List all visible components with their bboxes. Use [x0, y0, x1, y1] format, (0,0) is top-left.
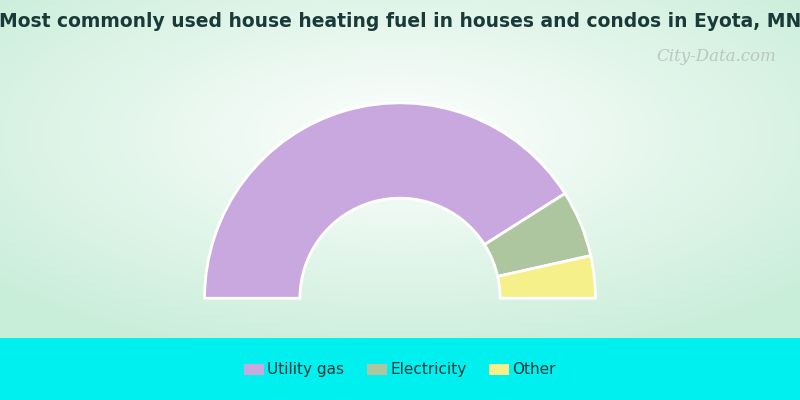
Wedge shape [485, 194, 590, 276]
Text: Most commonly used house heating fuel in houses and condos in Eyota, MN: Most commonly used house heating fuel in… [0, 12, 800, 31]
Wedge shape [498, 256, 595, 298]
Wedge shape [205, 103, 565, 298]
Legend: Utility gas, Electricity, Other: Utility gas, Electricity, Other [238, 355, 562, 383]
Text: City-Data.com: City-Data.com [656, 48, 776, 65]
